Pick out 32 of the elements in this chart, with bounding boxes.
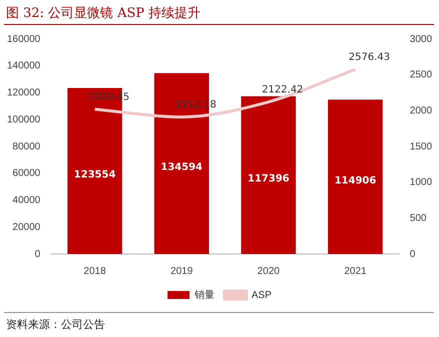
y-tick-label: 80000 (12, 141, 41, 152)
y-tick-label: 60000 (12, 168, 41, 180)
y-tick-label: 0 (34, 248, 41, 260)
x-tick-label: 2018 (84, 266, 106, 277)
y2-tick-label: 1500 (410, 141, 432, 152)
legend-label: 销量 (193, 290, 214, 301)
chart-title: 图 32: 公司显微镜 ASP 持续提升 (6, 5, 200, 22)
y-tick-label: 140000 (6, 60, 41, 72)
y2-tick-label: 3000 (410, 34, 432, 45)
y2-tick-label: 2000 (410, 105, 432, 116)
y-tick-label: 160000 (6, 34, 41, 45)
y2-tick-label: 0 (410, 248, 416, 260)
legend-label: ASP (251, 290, 272, 301)
data-label: 134594 (160, 162, 203, 174)
data-label: 2576.43 (348, 52, 390, 63)
x-tick-label: 2019 (170, 266, 194, 277)
x-tick-label: 2021 (344, 266, 367, 277)
bar (328, 100, 383, 254)
y-tick-label: 120000 (6, 88, 41, 98)
y2-tick-label: 500 (410, 212, 427, 224)
data-label: 2122.42 (262, 84, 304, 96)
data-label: 114906 (334, 175, 376, 186)
text: 资料来源：公司公告 (6, 317, 105, 332)
y2-tick-label: 2500 (410, 70, 432, 81)
y2-tick-label: 1000 (410, 177, 432, 188)
data-label: 117396 (248, 174, 290, 185)
y-tick-label: 20000 (12, 222, 41, 233)
x-tick-label: 2020 (257, 266, 280, 277)
y-tick-label: 100000 (6, 114, 41, 126)
data-label: 123554 (74, 170, 116, 181)
y-tick-label: 40000 (12, 195, 41, 206)
bar (241, 96, 296, 254)
